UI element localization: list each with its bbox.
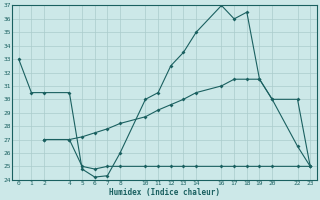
- X-axis label: Humidex (Indice chaleur): Humidex (Indice chaleur): [109, 188, 220, 197]
